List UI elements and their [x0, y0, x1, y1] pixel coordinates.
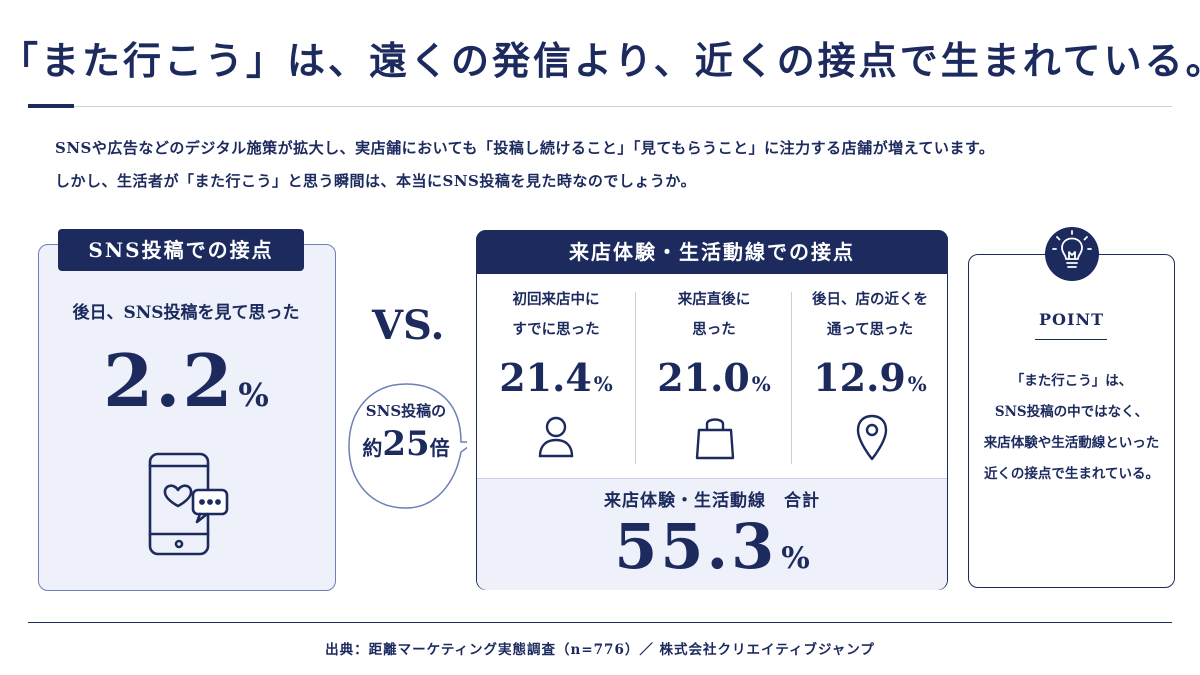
point-panel [968, 254, 1175, 588]
store-total-unit: % [781, 541, 810, 576]
vs-label: VS. [372, 302, 445, 349]
point-line-1: 「また行こう」は、 [1010, 373, 1133, 389]
store-col-1-label-line2: すでに思った [512, 321, 600, 338]
store-total-value: 55.3% [476, 510, 948, 583]
store-col-2-label-line1: 来店直後に [677, 291, 751, 308]
sns-panel-header: SNS投稿での接点 [58, 229, 304, 271]
store-col-3-label-line2: 通って思った [826, 321, 914, 338]
store-col-2-unit: % [751, 372, 771, 396]
shopping-bag-icon [695, 418, 735, 460]
column-divider [791, 292, 792, 464]
comparison-number: 25 [382, 424, 430, 464]
point-text: 「また行こう」は、 SNS投稿の中ではなく、 来店体験や生活動線といった 近くの… [968, 366, 1175, 490]
store-col-3-label-line1: 後日、店の近くを [812, 291, 928, 308]
comparison-bubble [348, 383, 467, 509]
store-col-2-label-line2: 思った [692, 321, 736, 338]
point-line-3: 来店体験や生活動線といった [983, 435, 1160, 451]
point-title-underline [1035, 339, 1107, 340]
store-col-3-label: 後日、店の近くを 通って思った [792, 285, 948, 345]
store-col-1-number: 21.4 [499, 355, 592, 400]
sns-label: 後日、SNS投稿を見て思った [72, 303, 300, 323]
store-col-1-label: 初回来店中に すでに思った [478, 285, 634, 345]
store-col-2-number: 21.0 [657, 355, 750, 400]
store-col-1-label-line1: 初回来店中に [512, 291, 600, 308]
lightbulb-icon [1045, 227, 1099, 281]
point-line-4: 近くの接点で生まれている。 [983, 466, 1160, 482]
store-col-2-label: 来店直後に 思った [636, 285, 792, 345]
point-title: POINT [1039, 310, 1104, 329]
store-col-1-unit: % [593, 372, 613, 396]
store-col-2-value: 21.0% [636, 355, 792, 400]
sns-value-unit: % [238, 376, 269, 414]
comparison-label: SNS投稿の [365, 402, 447, 420]
point-line-2: SNS投稿の中ではなく、 [994, 404, 1149, 420]
comparison-value: 約25倍 [346, 424, 466, 464]
store-col-3-value: 12.9% [792, 355, 948, 400]
comparison-suffix: 倍 [429, 436, 450, 460]
store-total-number: 55.3 [614, 510, 778, 583]
sns-value: 2.2% [38, 338, 334, 423]
store-col-3-unit: % [907, 372, 927, 396]
person-icon [538, 416, 574, 458]
title-divider-accent [28, 104, 74, 108]
footer-divider [28, 622, 1172, 623]
title-divider [28, 106, 1172, 107]
smartphone-heart-chat-icon [148, 452, 229, 556]
intro-line-1: SNSや広告などのデジタル施策が拡大し、実店舗においても「投稿し続けること」「見… [55, 139, 995, 157]
comparison-prefix: 約 [362, 436, 383, 460]
store-total-label: 来店体験・生活動線 合計 [604, 491, 820, 511]
page-title: 「また行こう」は、遠くの発信より、近くの接点で生まれている。 [0, 38, 1200, 83]
intro-text: SNSや広告などのデジタル施策が拡大し、実店舗においても「投稿し続けること」「見… [55, 132, 1165, 198]
source-credit: 出典：距離マーケティング実態調査（n=776）／ 株式会社クリエイティブジャンプ [325, 642, 875, 658]
column-divider [635, 292, 636, 464]
store-panel-header: 来店体験・生活動線での接点 [476, 230, 948, 274]
sns-value-number: 2.2 [103, 338, 235, 423]
store-col-3-number: 12.9 [813, 355, 906, 400]
store-total-area [477, 478, 947, 590]
map-pin-icon [856, 414, 888, 461]
intro-line-2: しかし、生活者が「また行こう」と思う瞬間は、本当にSNS投稿を見た時なのでしょう… [55, 172, 697, 190]
store-col-1-value: 21.4% [478, 355, 634, 400]
